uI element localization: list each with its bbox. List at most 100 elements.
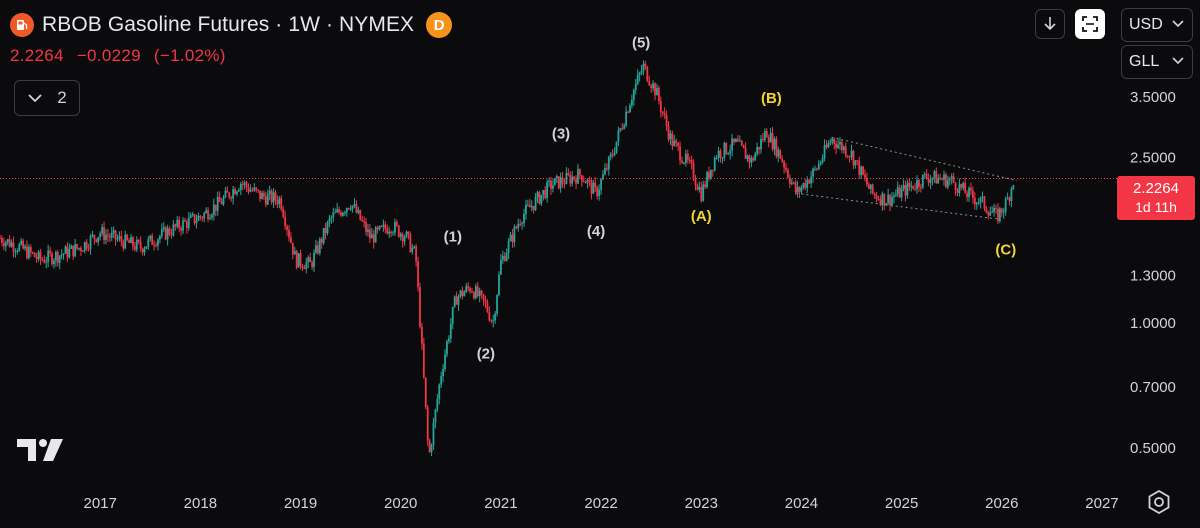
- candle-body: [740, 140, 743, 145]
- wave-label[interactable]: (2): [477, 346, 495, 363]
- candle-body: [590, 180, 593, 194]
- candle-body: [8, 239, 11, 247]
- symbol-title[interactable]: RBOB Gasoline Futures · 1W · NYMEX: [42, 13, 415, 36]
- candle-body: [854, 160, 857, 166]
- candle-body: [347, 208, 350, 210]
- candle-body: [995, 207, 997, 209]
- wave-label[interactable]: (4): [587, 223, 605, 240]
- wave-label[interactable]: (3): [552, 125, 570, 142]
- delayed-data-badge[interactable]: D: [426, 12, 453, 38]
- candle-body: [769, 132, 772, 143]
- candle-body: [607, 156, 610, 170]
- candle-body: [983, 196, 986, 209]
- tradingview-logo-icon[interactable]: [16, 437, 66, 468]
- candle-body: [76, 244, 78, 249]
- candle-body: [370, 234, 373, 239]
- candle-body: [97, 236, 100, 242]
- candle-body: [679, 146, 681, 161]
- candle-body: [815, 168, 818, 170]
- candle-body: [286, 225, 288, 230]
- candle-body: [923, 173, 926, 175]
- candle-body: [943, 174, 945, 180]
- candle-body: [652, 83, 654, 89]
- wave-label[interactable]: (5): [632, 35, 650, 52]
- gas-pump-icon: [10, 13, 34, 37]
- wave-label[interactable]: (B): [761, 90, 782, 107]
- candle-body: [108, 236, 111, 238]
- candle-body: [0, 238, 1, 240]
- candle-body: [478, 290, 481, 296]
- candle-body: [132, 237, 134, 247]
- candle-body: [424, 377, 427, 408]
- candle-body: [263, 192, 265, 197]
- candle-body: [925, 173, 928, 179]
- candle-body: [523, 213, 525, 224]
- candle-body: [989, 212, 992, 216]
- candle-body: [41, 259, 44, 261]
- candle-body: [540, 194, 543, 204]
- candle-body: [602, 174, 604, 180]
- download-arrow-icon: [1044, 17, 1056, 31]
- candle-body: [819, 162, 822, 164]
- candle-body: [280, 198, 283, 210]
- candle-body: [552, 185, 554, 189]
- candle-body: [634, 83, 637, 90]
- wave-label[interactable]: (A): [691, 208, 712, 225]
- chart-settings-button[interactable]: [1146, 489, 1172, 520]
- trend-channel-line[interactable]: [796, 192, 997, 220]
- candle-body: [342, 212, 344, 216]
- candle-body: [825, 145, 828, 148]
- candle-body: [885, 203, 888, 206]
- candle-body: [4, 242, 7, 247]
- currency-selector[interactable]: USD: [1121, 8, 1193, 42]
- candle-body: [463, 291, 466, 297]
- candle-body: [428, 440, 431, 452]
- candle-body: [644, 63, 647, 67]
- chevron-down-icon: [27, 93, 43, 103]
- candle-body: [451, 306, 454, 324]
- candle-body: [222, 197, 225, 205]
- candle-body: [702, 184, 705, 201]
- indicators-collapse-button[interactable]: 2: [14, 80, 80, 116]
- download-button[interactable]: [1035, 9, 1065, 39]
- candle-body: [975, 202, 978, 205]
- candle-body: [973, 197, 976, 205]
- candle-body: [133, 246, 136, 250]
- candle-body: [182, 220, 184, 231]
- candle-body: [771, 132, 774, 150]
- candle-body: [746, 155, 749, 159]
- candle-body: [690, 160, 693, 164]
- x-axis-tick-label: 2022: [584, 495, 617, 512]
- fullscreen-button[interactable]: [1075, 9, 1105, 39]
- candle-body: [748, 155, 751, 163]
- candle-body: [631, 99, 633, 106]
- candle-body: [950, 176, 953, 179]
- candle-body: [494, 313, 497, 321]
- candle-body: [328, 218, 331, 222]
- candle-body: [567, 173, 570, 176]
- candle-body: [1002, 211, 1005, 213]
- candle-body: [155, 245, 157, 247]
- x-axis-tick-label: 2020: [384, 495, 417, 512]
- candle-body: [804, 183, 807, 188]
- last-price: 2.2264: [10, 46, 64, 65]
- trend-channel-line[interactable]: [831, 136, 1017, 182]
- candle-body: [941, 178, 943, 180]
- unit-selector[interactable]: GLL: [1121, 45, 1193, 79]
- candle-body: [727, 153, 730, 155]
- candle-body: [956, 190, 959, 193]
- candle-body: [153, 244, 156, 246]
- candle-body: [110, 232, 113, 238]
- candle-body: [72, 245, 75, 257]
- candle-body: [37, 251, 40, 259]
- candle-body: [640, 70, 643, 74]
- candle-body: [787, 169, 789, 178]
- candle-body: [966, 193, 969, 198]
- candle-body: [367, 229, 369, 233]
- wave-label[interactable]: (C): [995, 242, 1016, 259]
- candle-body: [318, 239, 321, 254]
- candle-body: [172, 224, 175, 236]
- candle-body: [891, 197, 893, 205]
- wave-label[interactable]: (1): [444, 228, 462, 245]
